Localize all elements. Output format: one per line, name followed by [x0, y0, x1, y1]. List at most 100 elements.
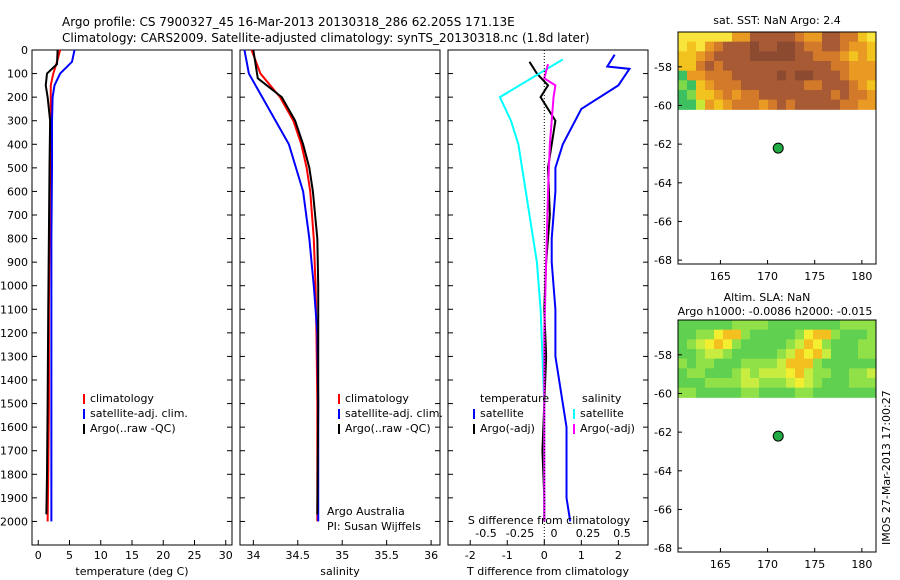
heatmap-cell — [804, 32, 814, 43]
top-tick-label: 0.5 — [613, 527, 631, 540]
imos-timestamp: IMOS 27-Mar-2013 17:00:27 — [880, 390, 893, 545]
heatmap-cell — [786, 51, 796, 62]
heatmap-cell — [750, 51, 760, 62]
heatmap-cell — [795, 61, 805, 72]
heatmap-cell — [840, 339, 850, 350]
heatmap-cell — [714, 368, 724, 379]
heatmap-cell — [804, 368, 814, 379]
heatmap-cell — [759, 41, 769, 52]
legend-title-salinity: salinity — [582, 392, 622, 405]
heatmap-cell — [858, 320, 868, 331]
heatmap-cell — [858, 387, 868, 398]
xtick-label: -1 — [502, 549, 513, 562]
heatmap-cell — [777, 80, 787, 91]
heatmap-cell — [723, 51, 733, 62]
heatmap-cell — [840, 320, 850, 331]
heatmap-cell — [813, 99, 823, 110]
heatmap-cell — [723, 32, 733, 43]
heatmap-cell — [705, 99, 715, 110]
heatmap-cell — [687, 349, 697, 360]
heatmap-cell — [732, 349, 742, 360]
heatmap-cell — [813, 358, 823, 369]
heatmap-cell — [831, 358, 841, 369]
heatmap-cell — [741, 51, 751, 62]
heatmap-cell — [840, 80, 850, 91]
series-line — [44, 49, 59, 515]
heatmap-cell — [732, 358, 742, 369]
panel-frame-1 — [239, 49, 441, 546]
heatmap-cell — [741, 41, 751, 52]
series-line — [528, 61, 557, 522]
heatmap-cell — [696, 358, 706, 369]
heatmap-cell — [804, 320, 814, 331]
heatmap-cell — [696, 387, 706, 398]
heatmap-cell — [849, 99, 859, 110]
heatmap-cell — [696, 41, 706, 52]
ytick-label: -58 — [654, 349, 672, 362]
heatmap-cell — [768, 378, 778, 389]
heatmap-cell — [777, 320, 787, 331]
heatmap-cell — [849, 368, 859, 379]
heatmap-cell — [714, 349, 724, 360]
heatmap-cell — [831, 61, 841, 72]
heatmap-cell — [786, 90, 796, 101]
heatmap-cell — [741, 368, 751, 379]
heatmap-cell — [741, 320, 751, 331]
heatmap-cell — [696, 99, 706, 110]
heatmap-cell — [831, 368, 841, 379]
heatmap-cell — [714, 41, 724, 52]
heatmap-cell — [732, 41, 742, 52]
xtick-label: 34 — [246, 549, 260, 562]
series-line — [50, 49, 76, 522]
heatmap-cell — [840, 70, 850, 81]
heatmap-cell — [768, 358, 778, 369]
heatmap-cell — [687, 41, 697, 52]
heatmap-cell — [723, 41, 733, 52]
map-frame — [677, 31, 877, 265]
heatmap-cell — [867, 99, 877, 110]
heatmap-cell — [786, 32, 796, 43]
legend-label: satellite-adj. clim. — [90, 407, 188, 420]
heatmap-cell — [867, 387, 877, 398]
heatmap-cell — [714, 378, 724, 389]
heatmap-cell — [831, 70, 841, 81]
heatmap-cell — [849, 90, 859, 101]
ytick-label: 800 — [7, 233, 28, 246]
heatmap-cell — [822, 368, 832, 379]
heatmap-cell — [732, 368, 742, 379]
heatmap-cell — [705, 368, 715, 379]
heatmap-cell — [705, 349, 715, 360]
heatmap-cell — [822, 378, 832, 389]
heatmap-cell — [759, 387, 769, 398]
ytick-label: 200 — [7, 91, 28, 104]
heatmap-cell — [777, 90, 787, 101]
heatmap-cell — [804, 61, 814, 72]
heatmap-cell — [723, 368, 733, 379]
heatmap-cell — [750, 358, 760, 369]
heatmap-cell — [804, 70, 814, 81]
heatmap-cell — [759, 329, 769, 340]
heatmap-cell — [840, 368, 850, 379]
annotation-argo-australia: Argo Australia — [327, 505, 405, 518]
heatmap-cell — [849, 339, 859, 350]
heatmap-cell — [795, 358, 805, 369]
heatmap-cell — [822, 387, 832, 398]
heatmap-cell — [696, 320, 706, 331]
heatmap-cell — [804, 41, 814, 52]
heatmap-cell — [867, 32, 877, 43]
heatmap-cell — [813, 70, 823, 81]
heatmap-cell — [813, 329, 823, 340]
heatmap-cell — [750, 368, 760, 379]
heatmap-cell — [858, 368, 868, 379]
heatmap-cell — [840, 329, 850, 340]
top-axis-label: S difference from climatology — [468, 514, 631, 527]
heatmap-cell — [786, 368, 796, 379]
heatmap-cell — [858, 80, 868, 91]
xtick-label: 0 — [35, 549, 42, 562]
heatmap-cell — [714, 61, 724, 72]
heatmap-cell — [858, 378, 868, 389]
heatmap-cell — [813, 41, 823, 52]
heatmap-cell — [804, 378, 814, 389]
heatmap-cell — [795, 329, 805, 340]
